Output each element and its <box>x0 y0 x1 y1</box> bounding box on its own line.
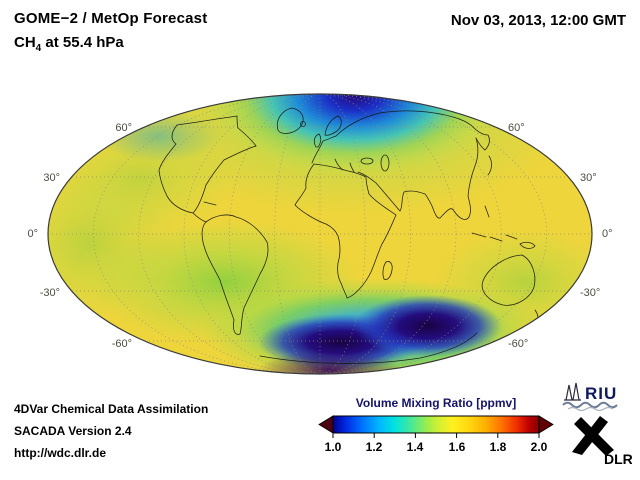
colorbar-under-range-arrow <box>318 415 334 434</box>
coast-central-america <box>192 212 207 223</box>
wave-icon-secondary <box>567 406 614 412</box>
lat-label-right-60s: -60° <box>508 338 528 350</box>
colorbar-gradient <box>318 415 554 438</box>
colorbar: Volume Mixing Ratio [ppmv] <box>316 396 556 454</box>
lat-label-left-30s: -30° <box>40 287 60 299</box>
datetime-label: Nov 03, 2013, 12:00 GMT <box>450 12 626 29</box>
coast-west-europe <box>311 135 337 164</box>
arctic-low-ch4-core <box>203 94 507 176</box>
plot-subtitle: CH4 at 55.4 hPa <box>14 34 207 54</box>
coast-new-guinea <box>519 241 536 249</box>
coast-antarctica <box>259 332 478 364</box>
latitude-labels: 60° 30° 0° -30° -60° 60° 30° 0° -30° -60… <box>27 122 612 350</box>
coast-iceland <box>300 121 306 127</box>
cathedral-icon <box>564 382 581 401</box>
plot-title-block: GOME−2 / MetOp Forecast CH4 at 55.4 hPa <box>14 10 207 54</box>
colorbar-bar <box>332 415 540 434</box>
coast-asia-north <box>335 110 474 137</box>
dlr-logo: DLR <box>568 412 633 471</box>
coast-asia-south <box>357 171 441 219</box>
coast-africa <box>294 163 397 299</box>
methane-field-layers <box>48 94 592 374</box>
tick-1-0: 1.0 <box>324 440 342 454</box>
tick-1-6: 1.6 <box>448 440 466 454</box>
map-boundary <box>47 93 593 375</box>
riu-logo-text: RIU <box>585 384 617 403</box>
gas-subscript: 4 <box>35 43 42 54</box>
coast-south-america <box>201 214 269 335</box>
credits-block: 4DVar Chemical Data Assimilation SACADA … <box>14 398 208 464</box>
tick-1-8: 1.8 <box>489 440 507 454</box>
coast-caspian-sea <box>380 154 390 172</box>
lat-label-right-60n: 60° <box>508 122 525 134</box>
gas-symbol: CH <box>14 34 36 51</box>
graticule <box>48 94 592 374</box>
colorbar-title: Volume Mixing Ratio [ppmv] <box>355 396 517 410</box>
coast-indonesia <box>471 232 518 242</box>
world-map: 60° 30° 0° -30° -60° 60° 30° 0° -30° -60… <box>27 93 613 375</box>
coast-asia-northeast <box>472 126 490 151</box>
coast-north-america <box>158 115 257 214</box>
colorbar-tick-labels: 1.0 1.2 1.4 1.6 1.8 2.0 <box>316 440 556 454</box>
lat-label-left-60n: 60° <box>115 122 132 134</box>
tick-1-4: 1.4 <box>406 440 424 454</box>
coast-greenland <box>276 107 304 134</box>
coast-japan <box>487 155 492 176</box>
riu-logo: RIU <box>560 379 632 416</box>
lat-label-left-0: 0° <box>27 228 38 240</box>
lat-label-right-30n: 30° <box>580 172 597 184</box>
coast-black-sea <box>360 157 374 165</box>
plot-title: GOME−2 / MetOp Forecast <box>14 10 208 27</box>
coast-asia-east <box>439 137 479 220</box>
dlr-swoosh-icon <box>572 416 614 456</box>
lat-label-left-30n: 30° <box>43 172 60 184</box>
coast-philippines <box>484 205 490 218</box>
coast-british-isles <box>313 133 322 148</box>
coast-italy <box>334 158 344 171</box>
lat-label-right-30s: -30° <box>580 287 600 299</box>
coastlines <box>158 107 539 364</box>
dlr-logo-text: DLR <box>604 451 632 466</box>
colorbar-over-range-arrow <box>538 415 554 434</box>
tick-2-0: 2.0 <box>530 440 548 454</box>
colorbar-tick-marks <box>332 433 540 438</box>
coast-scandinavia <box>324 115 342 136</box>
lat-label-right-0: 0° <box>602 228 613 240</box>
pressure-level: at 55.4 hPa <box>41 34 124 51</box>
tick-1-2: 1.2 <box>365 440 383 454</box>
world-map-container: 60° 30° 0° -30° -60° 60° 30° 0° -30° -60… <box>20 84 620 384</box>
credit-line-assimilation: 4DVar Chemical Data Assimilation <box>14 402 209 416</box>
credit-line-url: http://wdc.dlr.de <box>14 446 106 460</box>
coast-cuba <box>203 201 217 206</box>
lat-label-left-60s: -60° <box>112 338 132 350</box>
coast-greece <box>349 162 355 173</box>
wave-icon <box>562 401 618 409</box>
credit-line-version: SACADA Version 2.4 <box>14 424 132 438</box>
coast-madagascar <box>382 261 393 280</box>
antarctic-vortex-core-east <box>354 295 502 357</box>
coast-australia <box>481 254 536 306</box>
